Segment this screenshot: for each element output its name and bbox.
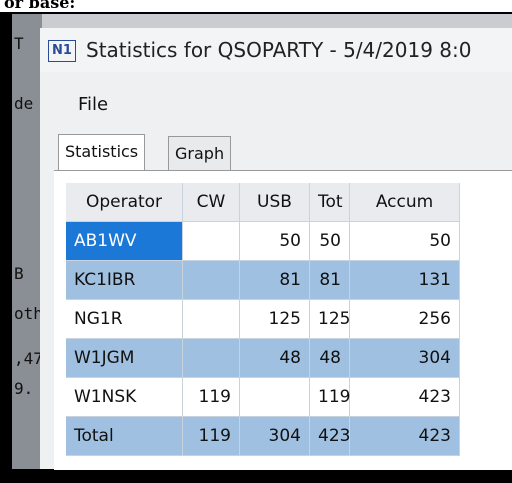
column-header: Operator: [66, 183, 183, 222]
column-header: Tot: [310, 183, 350, 222]
background-strip: or base:: [0, 0, 512, 12]
table-cell[interactable]: 256: [350, 300, 460, 339]
table-cell[interactable]: 48: [240, 339, 310, 378]
background-text: T: [14, 34, 24, 53]
table-cell[interactable]: [183, 261, 240, 300]
background-text: oth: [14, 304, 42, 323]
table-cell[interactable]: Total: [66, 417, 183, 456]
window-title: Statistics for QSOPARTY - 5/4/2019 8:0: [86, 38, 471, 62]
menu-item[interactable]: File: [78, 94, 108, 115]
table-cell[interactable]: 131: [350, 261, 460, 300]
table-cell[interactable]: 423: [310, 417, 350, 456]
table-cell[interactable]: W1NSK: [66, 378, 183, 417]
table-cell[interactable]: 50: [350, 222, 460, 261]
table-cell[interactable]: 81: [310, 261, 350, 300]
title-bar: N1 Statistics for QSOPARTY - 5/4/2019 8:…: [40, 28, 512, 72]
table-cell[interactable]: 304: [350, 339, 460, 378]
tab[interactable]: Statistics: [58, 134, 145, 171]
table-cell[interactable]: 119: [183, 417, 240, 456]
background-text: ,47: [14, 349, 42, 368]
table-cell[interactable]: 50: [310, 222, 350, 261]
table-cell[interactable]: [183, 300, 240, 339]
background-text: B: [14, 264, 24, 283]
app-icon: N1: [48, 40, 76, 62]
table-cell[interactable]: AB1WV: [66, 222, 183, 261]
table-cell[interactable]: 125: [310, 300, 350, 339]
column-header: Accum: [350, 183, 460, 222]
table-cell[interactable]: [183, 222, 240, 261]
background-text: 9.: [14, 379, 33, 398]
background-text: de: [14, 94, 33, 113]
table-cell[interactable]: 423: [350, 417, 460, 456]
column-header: CW: [183, 183, 240, 222]
table-cell[interactable]: 50: [240, 222, 310, 261]
table-cell[interactable]: 304: [240, 417, 310, 456]
column-header: USB: [240, 183, 310, 222]
table-cell[interactable]: 119: [310, 378, 350, 417]
table-cell[interactable]: [183, 339, 240, 378]
background-text: or base:: [4, 0, 75, 12]
table-cell[interactable]: 48: [310, 339, 350, 378]
table-cell[interactable]: W1JGM: [66, 339, 183, 378]
table-cell[interactable]: 119: [183, 378, 240, 417]
window: N1 Statistics for QSOPARTY - 5/4/2019 8:…: [40, 28, 512, 469]
table-cell[interactable]: 423: [350, 378, 460, 417]
table-cell[interactable]: NG1R: [66, 300, 183, 339]
table-cell[interactable]: [240, 378, 310, 417]
table-cell[interactable]: 125: [240, 300, 310, 339]
screen-photo: or base: Tde Both ,47 9. N1 Statistics for …: [0, 0, 512, 483]
table-cell[interactable]: 81: [240, 261, 310, 300]
table-cell[interactable]: KC1IBR: [66, 261, 183, 300]
tab[interactable]: Graph: [168, 136, 231, 171]
